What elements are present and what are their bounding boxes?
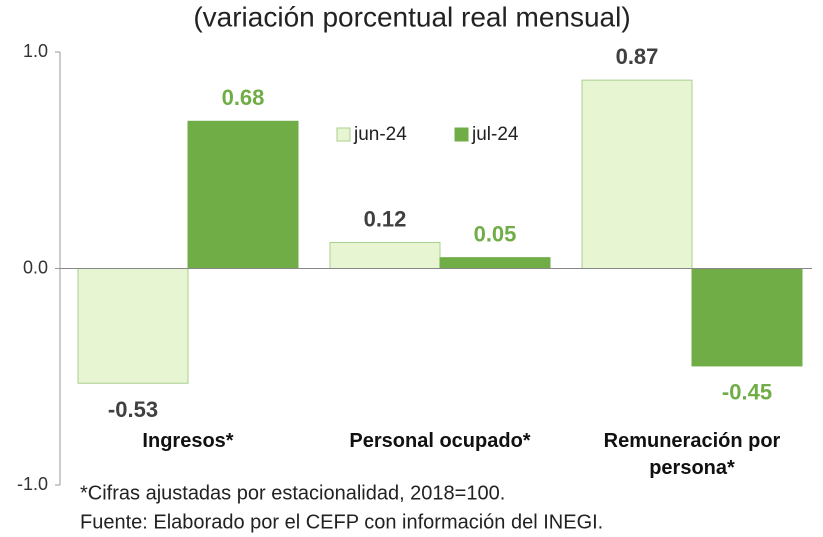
legend-swatch	[336, 127, 351, 142]
footnote: *Cifras ajustadas por estacionalidad, 20…	[80, 482, 505, 504]
data-label: -0.45	[722, 380, 772, 405]
category-label: Remuneración por persona*	[603, 430, 781, 479]
legend-label: jul-24	[471, 124, 519, 145]
bar	[691, 268, 803, 367]
data-label: 0.68	[222, 85, 265, 110]
legend-label: jun-24	[353, 124, 407, 145]
y-tick-label: 1.0	[23, 41, 48, 61]
chart-title: (variación porcentual real mensual)	[193, 1, 630, 32]
data-label: 0.12	[364, 206, 407, 231]
category-label: Ingresos*	[142, 430, 234, 452]
bar	[329, 242, 441, 270]
y-tick-label: -1.0	[17, 474, 48, 494]
y-tick-label: 0.0	[23, 257, 48, 277]
legend-swatch	[454, 127, 469, 142]
bar	[581, 79, 693, 269]
source-note: Fuente: Elaborado por el CEFP con inform…	[80, 511, 603, 533]
category-label: Personal ocupado*	[349, 430, 531, 452]
bar	[187, 120, 299, 269]
bar	[77, 268, 189, 384]
data-label: 0.87	[616, 44, 659, 69]
bar	[439, 257, 551, 269]
data-label: 0.05	[474, 221, 517, 246]
data-label: -0.53	[108, 397, 158, 422]
